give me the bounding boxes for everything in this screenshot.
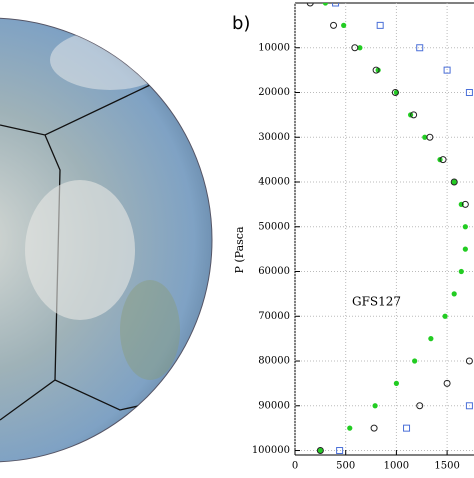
square-marker bbox=[332, 3, 340, 7]
circle-marker bbox=[391, 89, 399, 97]
square-marker bbox=[403, 424, 411, 432]
globe-image bbox=[0, 17, 213, 463]
x-tick-label: 0 bbox=[292, 461, 298, 472]
series-layer bbox=[306, 3, 473, 455]
y-axis-label: P (Pasca bbox=[233, 226, 246, 273]
circle-marker bbox=[370, 424, 378, 432]
circle-marker bbox=[465, 357, 473, 365]
annotation: GFS127 bbox=[352, 295, 401, 309]
y-tick-label: 30000 bbox=[258, 132, 290, 143]
x-tick-label: 500 bbox=[336, 461, 355, 472]
dot-marker bbox=[458, 268, 464, 275]
y-tick-label: 50000 bbox=[258, 221, 290, 232]
circle-marker bbox=[330, 21, 338, 29]
dot-marker bbox=[375, 67, 381, 73]
y-tick-label: 80000 bbox=[258, 356, 290, 367]
dot-marker bbox=[451, 179, 457, 185]
y-tick-label: 100000 bbox=[252, 445, 290, 456]
dot-marker bbox=[372, 403, 378, 409]
square-marker bbox=[443, 66, 451, 74]
y-tick-label: 70000 bbox=[258, 311, 290, 322]
dot-marker bbox=[412, 358, 418, 364]
circle-marker bbox=[306, 3, 314, 7]
square-marker bbox=[376, 21, 384, 29]
dot-marker bbox=[347, 425, 353, 431]
circle-marker bbox=[450, 178, 458, 186]
square-marker bbox=[416, 44, 424, 52]
dot-marker bbox=[341, 22, 347, 28]
circle-marker bbox=[461, 200, 469, 208]
square-marker bbox=[336, 447, 344, 455]
circle-marker bbox=[416, 402, 424, 410]
square-marker bbox=[465, 89, 473, 97]
dot-marker bbox=[428, 336, 434, 342]
panel-label: b) bbox=[232, 13, 250, 34]
circle-marker bbox=[410, 111, 418, 119]
square-marker bbox=[465, 402, 473, 410]
dot-marker bbox=[357, 45, 363, 51]
circle-marker bbox=[439, 156, 447, 164]
dot-marker bbox=[442, 313, 448, 319]
dot-marker bbox=[462, 246, 468, 252]
circle-marker bbox=[443, 379, 451, 387]
circle-marker bbox=[372, 66, 380, 74]
dot-marker bbox=[317, 447, 323, 454]
y-tick-label: 20000 bbox=[258, 87, 290, 98]
dot-marker bbox=[462, 224, 468, 230]
y-tick-label: 10000 bbox=[258, 42, 290, 53]
x-tick-label: 1000 bbox=[384, 461, 409, 472]
y-tick-label: 60000 bbox=[258, 266, 290, 277]
dot-marker bbox=[393, 380, 399, 386]
circle-marker bbox=[316, 447, 324, 455]
y-tick-label: 90000 bbox=[258, 400, 290, 411]
dot-marker bbox=[451, 291, 457, 297]
y-tick-label: 40000 bbox=[258, 177, 290, 188]
circle-marker bbox=[351, 44, 359, 52]
x-tick-label: 1500 bbox=[434, 461, 459, 472]
circle-marker bbox=[426, 133, 434, 141]
dot-marker bbox=[322, 3, 329, 6]
dot-marker bbox=[422, 134, 428, 140]
